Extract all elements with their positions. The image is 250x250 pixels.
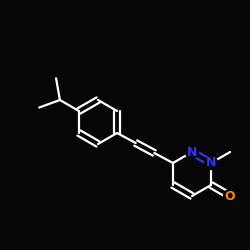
Text: N: N: [187, 146, 197, 158]
Circle shape: [186, 146, 198, 158]
Text: N: N: [206, 156, 216, 170]
Circle shape: [224, 190, 236, 202]
Circle shape: [204, 156, 218, 170]
Text: O: O: [225, 190, 235, 202]
